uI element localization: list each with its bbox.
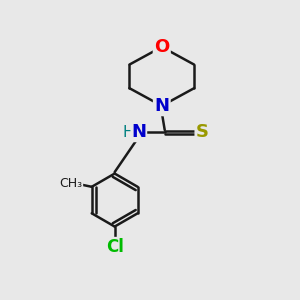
Text: N: N (131, 123, 146, 141)
Text: S: S (196, 123, 209, 141)
Text: N: N (154, 97, 169, 115)
Text: Cl: Cl (106, 238, 124, 256)
Text: O: O (154, 38, 170, 56)
Text: CH₃: CH₃ (59, 177, 83, 190)
Text: H: H (122, 125, 134, 140)
